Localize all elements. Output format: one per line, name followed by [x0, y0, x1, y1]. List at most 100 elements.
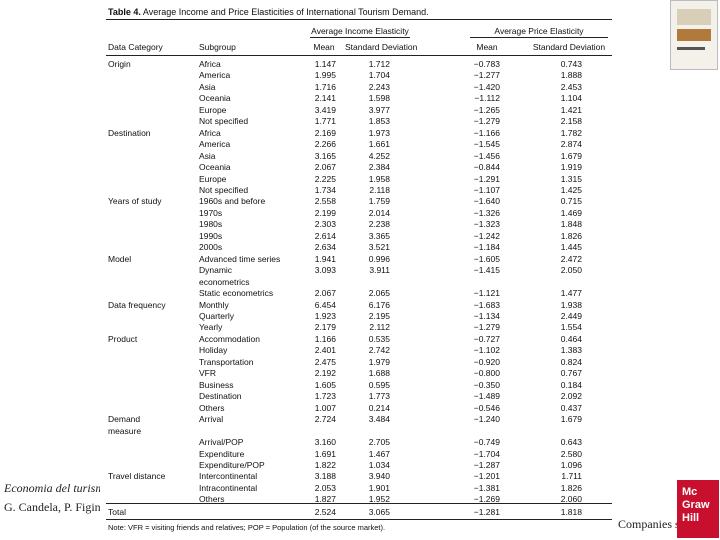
- subgroup: 1960s and before: [199, 196, 266, 207]
- cell-value: 1.421: [560, 104, 582, 115]
- cell-value: −1.279: [473, 322, 500, 333]
- cell-value: 1.104: [560, 93, 582, 104]
- logo-text: Mc: [682, 486, 698, 498]
- cover-art: [677, 9, 711, 25]
- cell-value: −1.323: [473, 219, 500, 230]
- data-category: Travel distance: [108, 471, 166, 482]
- subgroup: Asia: [199, 81, 216, 92]
- book-title: Economia del turismo e: [4, 481, 119, 495]
- cell-value: 2.118: [369, 184, 390, 195]
- subgroup: America: [199, 139, 231, 150]
- cell-value: 1.469: [560, 207, 582, 218]
- cell-value: 1.979: [368, 356, 390, 367]
- cell-value: 1.848: [560, 219, 582, 230]
- cell-value: 2.053: [314, 482, 336, 493]
- cell-value: 2.705: [368, 437, 390, 448]
- subgroup: Africa: [199, 127, 221, 138]
- cell-value: 0.595: [368, 379, 390, 390]
- cell-value: 3.419: [314, 104, 336, 115]
- rule: [106, 519, 612, 521]
- cell-value: 2.067: [314, 162, 336, 173]
- cell-value: 2.158: [560, 116, 582, 127]
- cell-value: 1.477: [560, 288, 582, 299]
- cell-value: 1.923: [314, 311, 336, 321]
- subgroup: Expenditure/POP: [199, 459, 265, 470]
- cell-value: −1.277: [473, 70, 500, 81]
- cell-value: 1.467: [368, 448, 390, 459]
- column-header: Mean: [313, 42, 335, 52]
- cell-value: 1.605: [314, 379, 336, 390]
- cell-value: 3.940: [368, 471, 390, 482]
- cell-value: −1.240: [473, 414, 500, 425]
- cell-value: 1.598: [368, 93, 390, 104]
- subgroup: Intercontinental: [199, 471, 258, 482]
- data-category: Origin: [108, 59, 131, 69]
- cell-value: −0.800: [473, 368, 500, 379]
- cell-value: 2.303: [314, 219, 336, 230]
- subgroup: Europe: [199, 104, 227, 115]
- subgroup: Business: [199, 379, 234, 390]
- cell-value: −1.420: [473, 81, 500, 92]
- data-category: Total: [108, 506, 126, 517]
- data-category: Data frequency: [108, 299, 166, 310]
- cell-value: −1.683: [473, 299, 500, 310]
- data-category: Model: [108, 253, 132, 264]
- cell-value: 2.141: [314, 93, 336, 104]
- cell-value: 1.716: [314, 81, 336, 92]
- cell-value: 1.688: [368, 368, 390, 379]
- cell-value: 0.743: [560, 59, 582, 69]
- rule: [470, 37, 608, 38]
- table-caption: Average Income and Price Elasticities of…: [140, 7, 429, 17]
- cell-value: 2.092: [560, 391, 582, 402]
- cell-value: 2.449: [560, 311, 582, 321]
- cell-value: 1.759: [368, 196, 390, 207]
- cell-value: −1.326: [473, 207, 500, 218]
- cell-value: −1.704: [473, 448, 500, 459]
- table-note: Note: VFR = visiting friends and relativ…: [108, 523, 386, 533]
- cell-value: 2.195: [368, 311, 390, 321]
- cell-value: −1.456: [473, 150, 500, 161]
- cell-value: 1.425: [560, 184, 582, 195]
- cell-value: 2.472: [560, 253, 582, 264]
- cell-value: 2.475: [314, 356, 336, 367]
- subgroup: Arrival/POP: [199, 437, 244, 448]
- subgroup: 1990s: [199, 230, 223, 241]
- cell-value: 1.661: [368, 139, 390, 150]
- cell-value: −0.844: [473, 162, 500, 173]
- subgroup: Yearly: [199, 322, 223, 333]
- subgroup: Quarterly: [199, 311, 234, 321]
- publisher-logo: Mc Graw Hill: [677, 480, 719, 538]
- data-category: Product: [108, 333, 138, 344]
- subgroup: 1980s: [199, 219, 223, 230]
- cell-value: 2.112: [369, 322, 390, 333]
- cell-value: 1.723: [314, 391, 336, 402]
- cell-value: 1.938: [560, 299, 582, 310]
- cell-value: 2.199: [314, 207, 336, 218]
- authors: G. Candela, P. Figini: [4, 500, 105, 514]
- subgroup: Arrival: [199, 414, 224, 425]
- publisher: Companies srl: [618, 517, 687, 531]
- subgroup: Africa: [199, 59, 221, 69]
- cell-value: 1.826: [560, 230, 582, 241]
- cell-value: 1.712: [368, 59, 390, 69]
- cell-value: 1.034: [368, 459, 390, 470]
- cell-value: −1.415: [473, 265, 500, 276]
- cell-value: 1.315: [560, 173, 582, 184]
- cell-value: 3.977: [368, 104, 390, 115]
- column-header: Standard Deviation: [532, 42, 606, 52]
- column-header: Mean: [476, 42, 498, 52]
- cell-value: 1.826: [560, 482, 582, 493]
- cell-value: 1.711: [561, 471, 582, 482]
- cover-art: [677, 29, 711, 41]
- table-label: Table 4.: [108, 7, 141, 17]
- group-header: Average Income Elasticity: [311, 26, 409, 36]
- cell-value: 2.179: [314, 322, 336, 333]
- cell-value: 3.911: [369, 265, 390, 276]
- cell-value: −0.546: [473, 402, 500, 413]
- cell-value: 1.888: [560, 70, 582, 81]
- subgroup: America: [199, 70, 231, 81]
- cell-value: −1.287: [473, 459, 500, 470]
- cell-value: 0.464: [560, 333, 582, 344]
- cell-value: 2.266: [314, 139, 336, 150]
- subgroup: Asia: [199, 150, 216, 161]
